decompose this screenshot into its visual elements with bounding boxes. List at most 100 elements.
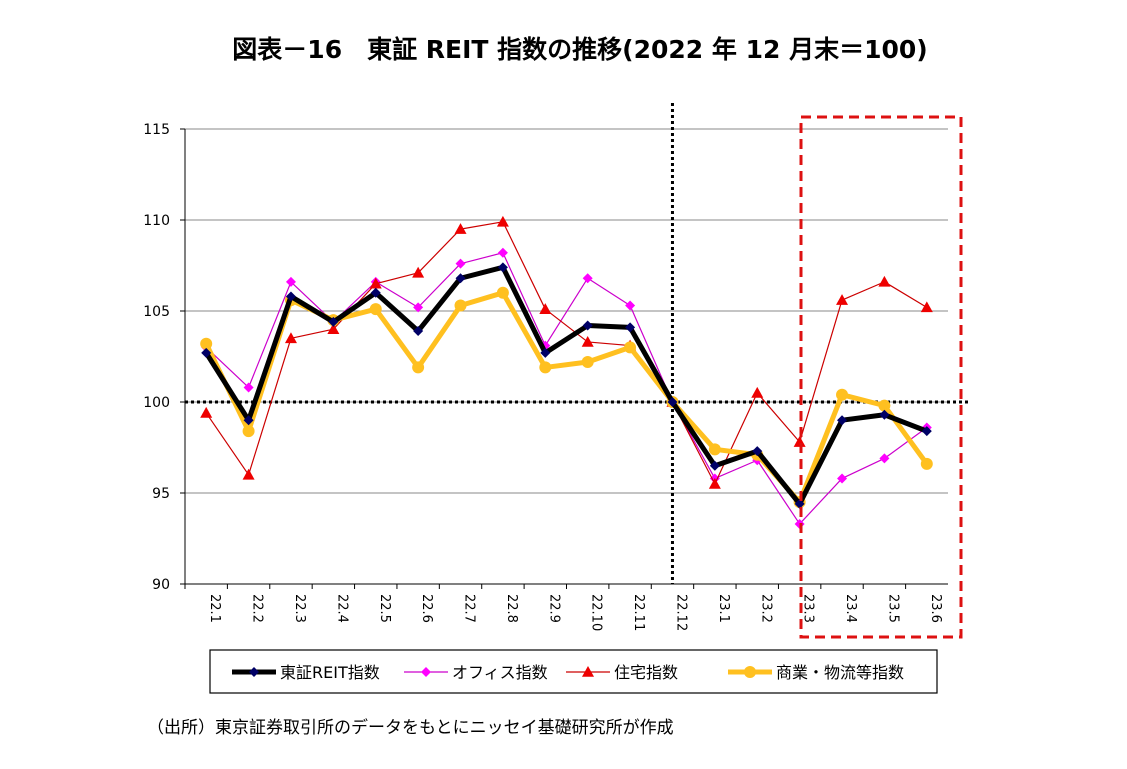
data-point xyxy=(920,301,933,313)
legend-label: 商業・物流等指数 xyxy=(776,663,904,682)
x-tick-label: 23.3 xyxy=(801,594,816,623)
data-point xyxy=(920,457,933,470)
data-point xyxy=(540,347,551,358)
y-tick-label: 95 xyxy=(152,486,170,502)
data-point xyxy=(878,275,891,287)
x-tick-label: 22.8 xyxy=(504,594,519,623)
data-point xyxy=(242,425,255,438)
data-point xyxy=(243,382,254,393)
series-1 xyxy=(201,247,932,529)
data-point xyxy=(539,361,552,374)
data-point xyxy=(581,335,594,347)
legend-item: 東証REIT指数 xyxy=(232,663,380,682)
data-point xyxy=(708,477,721,489)
series-line xyxy=(204,264,928,507)
data-point xyxy=(582,320,593,331)
y-tick-label: 115 xyxy=(143,122,170,138)
series-line xyxy=(205,221,928,485)
y-tick-label: 105 xyxy=(143,304,170,320)
x-tick-label: 22.1 xyxy=(207,594,222,623)
x-tick-label: 22.12 xyxy=(673,594,688,631)
data-point xyxy=(201,347,212,358)
data-point xyxy=(581,355,594,368)
data-point xyxy=(708,443,721,456)
data-point xyxy=(421,667,431,677)
x-tick-label: 22.2 xyxy=(250,594,265,623)
highlight-box xyxy=(799,115,963,639)
data-point xyxy=(582,273,593,284)
data-point xyxy=(625,322,636,333)
data-point xyxy=(667,397,678,407)
y-tick-label: 110 xyxy=(143,213,170,229)
data-point xyxy=(284,332,297,344)
x-tick-label: 23.4 xyxy=(843,594,858,623)
data-point xyxy=(879,409,890,420)
data-point xyxy=(200,406,213,418)
data-point xyxy=(497,262,508,273)
x-tick-label: 23.5 xyxy=(885,594,900,623)
data-point xyxy=(751,386,764,398)
data-point xyxy=(285,291,296,302)
data-point xyxy=(413,302,424,313)
data-point xyxy=(497,247,508,258)
data-point xyxy=(878,399,891,412)
legend-label: 住宅指数 xyxy=(614,663,678,682)
x-tick-label: 23.2 xyxy=(758,594,773,623)
data-point xyxy=(539,303,552,314)
data-point xyxy=(624,341,637,354)
x-tick-label: 23.1 xyxy=(716,594,731,623)
data-point xyxy=(744,666,756,678)
x-tick-label: 22.5 xyxy=(377,594,392,623)
data-point xyxy=(327,323,340,334)
x-tick-label: 22.9 xyxy=(546,594,561,623)
data-point xyxy=(369,303,382,316)
legend-item: 商業・物流等指数 xyxy=(728,663,904,682)
data-point xyxy=(455,273,466,284)
source-note: （出所）東京証券取引所のデータをもとにニッセイ基礎研究所が作成 xyxy=(147,718,674,738)
legend-label: 東証REIT指数 xyxy=(280,663,380,682)
data-point xyxy=(836,388,849,401)
data-point xyxy=(249,667,259,677)
series-0 xyxy=(201,262,932,509)
data-point xyxy=(709,460,720,471)
data-point xyxy=(454,299,467,312)
data-point xyxy=(242,468,255,480)
data-point xyxy=(879,453,890,464)
data-point xyxy=(369,277,382,289)
x-tick-label: 22.6 xyxy=(419,594,434,623)
y-tick-label: 100 xyxy=(143,395,170,411)
x-tick-label: 22.7 xyxy=(462,594,477,623)
data-point xyxy=(921,426,932,437)
data-point xyxy=(496,286,509,299)
series-3 xyxy=(200,286,933,509)
data-point xyxy=(454,223,467,234)
data-point xyxy=(793,436,806,447)
x-tick-label: 22.3 xyxy=(292,594,307,623)
data-point xyxy=(837,473,848,484)
data-point xyxy=(455,258,466,269)
y-tick-label: 90 xyxy=(152,577,170,593)
x-tick-label: 22.10 xyxy=(589,594,604,631)
data-point xyxy=(200,337,213,350)
data-point xyxy=(836,294,849,305)
chart-title: 図表－16 東証 REIT 指数の推移(2022 年 12 月末＝100) xyxy=(232,35,928,64)
data-point xyxy=(752,446,763,457)
data-point xyxy=(837,415,848,426)
data-point xyxy=(412,361,425,374)
series-line xyxy=(205,252,928,525)
data-point xyxy=(285,276,296,287)
x-tick-label: 22.4 xyxy=(334,594,349,623)
data-point xyxy=(243,415,254,426)
legend-item: 住宅指数 xyxy=(566,663,678,682)
x-tick-label: 23.6 xyxy=(928,594,943,623)
data-point xyxy=(413,326,424,337)
data-point xyxy=(496,215,509,227)
data-point xyxy=(625,300,636,311)
data-point xyxy=(794,498,805,509)
legend: 東証REIT指数 オフィス指数 住宅指数 商業・物流等指数 xyxy=(209,649,938,694)
data-point xyxy=(412,266,425,278)
data-point xyxy=(370,287,381,298)
data-point xyxy=(328,316,339,327)
data-point xyxy=(582,666,594,677)
